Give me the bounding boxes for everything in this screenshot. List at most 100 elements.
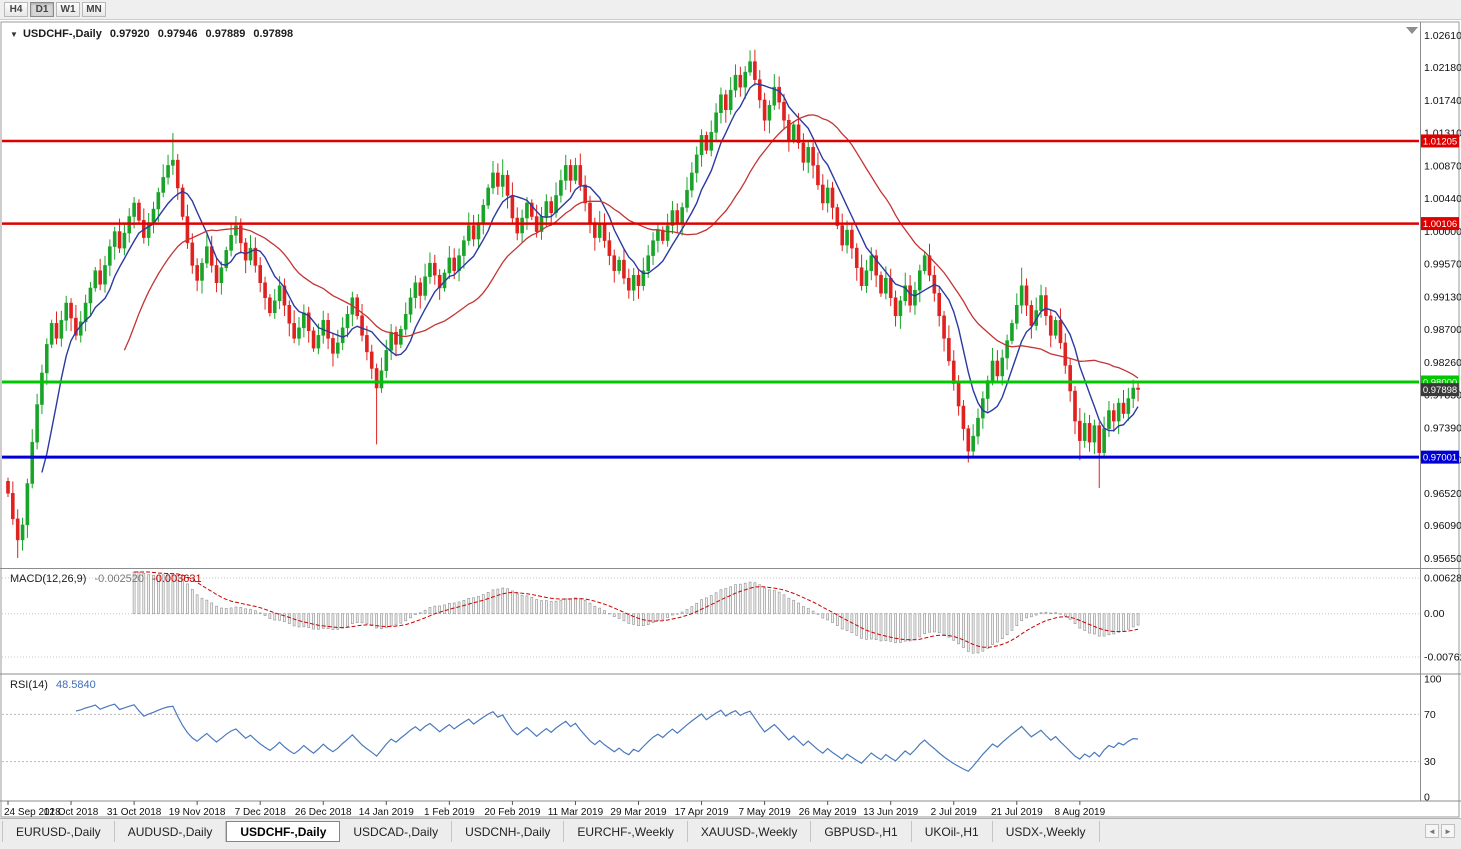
macd-bar <box>772 590 776 615</box>
candle-body <box>447 257 452 274</box>
macd-bar <box>496 588 500 615</box>
candle-body <box>995 360 1000 377</box>
price-tag-1.01205[interactable]: 1.01205 <box>1421 134 1459 148</box>
macd-bar <box>564 598 568 615</box>
time-scale-label: 24 Sep 2018 <box>4 807 61 818</box>
chart-tab-eurusd-daily[interactable]: EURUSD-,Daily <box>2 821 115 842</box>
macd-bar <box>370 613 374 626</box>
candle-body <box>927 255 932 276</box>
chart-tab-usdcad-daily[interactable]: USDCAD-,Daily <box>340 821 453 842</box>
macd-bar <box>268 613 272 619</box>
macd-bar <box>966 613 970 652</box>
macd-main-value: -0.002520 <box>94 573 145 585</box>
macd-bar <box>976 613 980 654</box>
timeframe-button-mn[interactable]: MN <box>82 2 106 17</box>
chart-canvas[interactable]: 1.026101.021801.017401.013101.008701.004… <box>0 21 1461 818</box>
candle-body <box>782 101 786 121</box>
candle-body <box>311 330 316 349</box>
candle-body <box>132 202 136 217</box>
price-tag-1.00106[interactable]: 1.00106 <box>1421 217 1459 231</box>
candle-body <box>685 189 689 208</box>
tab-scroll-right-button[interactable]: ► <box>1441 824 1455 838</box>
time-scale-label: 29 Mar 2019 <box>610 807 667 818</box>
price-scale-label: 1.02610 <box>1424 30 1461 42</box>
macd-bar <box>593 606 597 615</box>
macd-bar <box>525 595 529 615</box>
macd-bar <box>346 613 349 627</box>
candle-body <box>399 329 403 345</box>
time-scale-label: 14 Jan 2019 <box>359 807 414 818</box>
chart-symbol-period: USDCHF-,Daily <box>22 28 102 40</box>
macd-bar <box>355 613 359 623</box>
macd-bar <box>903 613 907 642</box>
macd-bar <box>806 608 810 615</box>
candle-body <box>277 285 282 302</box>
macd-bar <box>404 613 408 622</box>
rsi-scale-label: 70 <box>1424 709 1436 721</box>
rsi-scale-label: 100 <box>1424 674 1442 686</box>
price-scale-label: 0.98260 <box>1424 357 1461 369</box>
candle-body <box>859 267 864 286</box>
macd-bar <box>627 613 631 624</box>
time-scale-label: 26 Dec 2018 <box>295 807 352 818</box>
tab-scroll-left-button[interactable]: ◄ <box>1425 824 1439 838</box>
candle-body <box>258 265 262 283</box>
chart-tab-usdchf-daily[interactable]: USDCHF-,Daily <box>226 821 341 842</box>
macd-bar <box>1131 613 1135 628</box>
macd-bar <box>860 613 863 639</box>
candle-body <box>229 235 233 251</box>
macd-bar <box>229 607 233 615</box>
macd-bar <box>612 613 616 617</box>
candle-body <box>1048 315 1053 336</box>
timeframe-button-d1[interactable]: D1 <box>30 2 54 17</box>
candle-body <box>845 229 849 246</box>
candle-body <box>394 332 398 345</box>
rsi-scale[interactable]: 100 70 30 0 <box>1424 674 1442 804</box>
candle-body <box>239 225 243 244</box>
chart-tab-usdx-weekly[interactable]: USDX-,Weekly <box>993 821 1100 842</box>
chart-tab-eurchf-weekly[interactable]: EURCHF-,Weekly <box>564 821 688 842</box>
chart-tab-xauusd-weekly[interactable]: XAUUSD-,Weekly <box>688 821 812 842</box>
macd-bar <box>559 599 563 615</box>
timeframe-button-w1[interactable]: W1 <box>56 2 80 17</box>
macd-bar <box>821 613 825 619</box>
price-scale-label: 0.96090 <box>1424 520 1461 532</box>
candle-body <box>699 135 704 156</box>
timeframe-button-h4[interactable]: H4 <box>4 2 28 17</box>
macd-bar <box>1126 613 1130 630</box>
macd-bar <box>351 613 354 625</box>
candle-body <box>40 372 44 405</box>
macd-bar <box>1000 613 1004 640</box>
macd-bar <box>341 613 344 629</box>
macd-bar <box>671 613 674 616</box>
macd-bar <box>1005 613 1009 636</box>
macd-scale[interactable]: 0.006286 0.00 -0.00762 <box>1424 573 1461 664</box>
chart-tab-usdcnh-daily[interactable]: USDCNH-,Daily <box>452 821 565 842</box>
chart-shift-marker-icon[interactable] <box>1406 27 1418 34</box>
price-scale-label: 1.01740 <box>1424 95 1461 107</box>
candle-body <box>234 225 238 236</box>
macd-bar <box>215 605 218 615</box>
chart-tab-gbpusd-h1[interactable]: GBPUSD-,H1 <box>811 821 912 842</box>
collapse-chart-icon[interactable]: ▼ <box>10 30 18 39</box>
chart-tab-audusd-daily[interactable]: AUDUSD-,Daily <box>115 821 227 842</box>
price-scale[interactable]: 1.026101.021801.017401.013101.008701.004… <box>1424 30 1461 565</box>
chart-tab-ukoil-h1[interactable]: UKOil-,H1 <box>912 821 993 842</box>
candle-body <box>326 320 330 339</box>
candle-body <box>631 274 636 291</box>
macd-scale-label: 0.00 <box>1424 608 1445 620</box>
macd-bar <box>200 597 204 615</box>
time-scale-label: 19 Nov 2018 <box>169 807 226 818</box>
macd-bar <box>399 613 403 624</box>
macd-bar <box>889 613 893 642</box>
macd-bar <box>326 613 330 629</box>
candle-body <box>898 300 903 317</box>
candle-body <box>98 270 102 285</box>
candle-body <box>6 481 10 494</box>
candle-body <box>302 312 306 329</box>
macd-bar <box>258 612 262 615</box>
candle-body <box>93 270 98 289</box>
candle-body <box>733 74 738 91</box>
price-tag-0.97001[interactable]: 0.97001 <box>1421 450 1459 464</box>
